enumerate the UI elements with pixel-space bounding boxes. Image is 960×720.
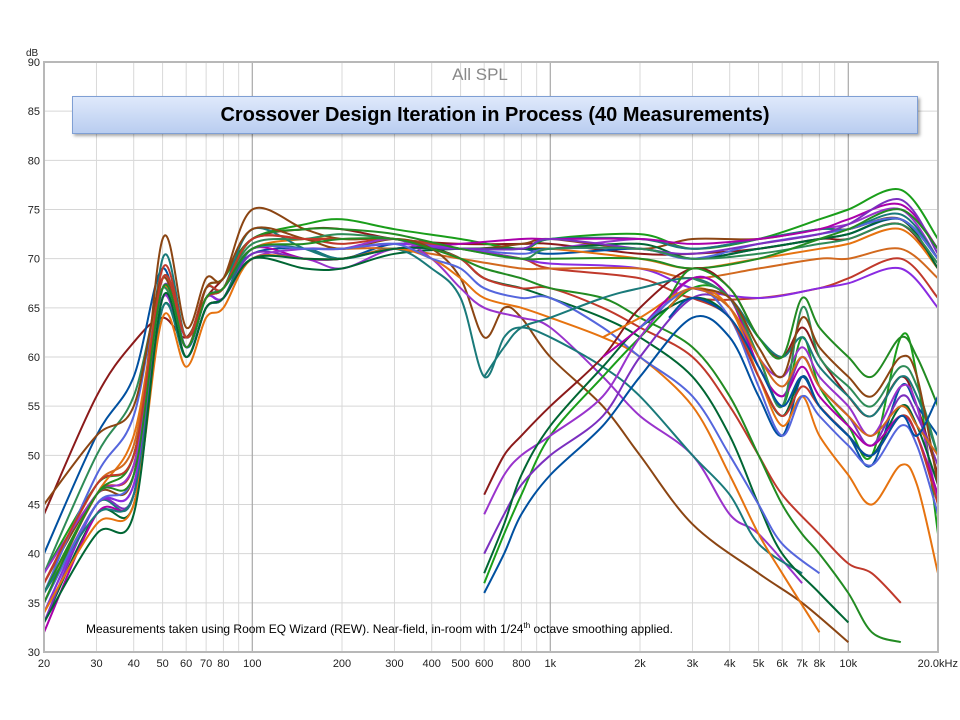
y-tick-label: 70 — [28, 254, 40, 266]
x-tick-label: 1k — [544, 658, 556, 670]
y-tick-labels: 90 85 80 75 70 65 60 55 50 45 40 35 30 — [28, 57, 40, 659]
x-tick-label: 2k — [634, 658, 646, 670]
series-line-high-10 — [639, 287, 939, 515]
x-tick-label: 500 — [451, 658, 469, 670]
x-tick-label: 7k — [796, 658, 808, 670]
x-tick-label: 5k — [753, 658, 765, 670]
y-tick-label: 80 — [28, 155, 40, 167]
x-tick-label: 4k — [724, 658, 736, 670]
y-tick-label: 60 — [28, 352, 40, 364]
series-line-low-3 — [43, 243, 803, 594]
x-tick-label: 80 — [217, 658, 229, 670]
y-tick-label: 75 — [28, 205, 40, 217]
plot-title: All SPL — [452, 65, 508, 84]
y-tick-label: 55 — [28, 401, 40, 413]
caption-superscript: th — [523, 621, 531, 630]
x-tick-label: 300 — [385, 658, 403, 670]
chart-caption: Measurements taken using Room EQ Wizard … — [86, 621, 673, 636]
x-tick-label: 60 — [180, 658, 192, 670]
x-tick-label: 6k — [776, 658, 788, 670]
x-tick-label: 50 — [156, 658, 168, 670]
x-tick-label: 40 — [128, 658, 140, 670]
x-tick-label: 400 — [423, 658, 441, 670]
plot-frame — [43, 61, 939, 653]
y-tick-label: 40 — [28, 549, 40, 561]
x-tick-label: 30 — [90, 658, 102, 670]
x-tick-label: 800 — [512, 658, 530, 670]
series-line-low-4 — [43, 247, 821, 633]
series-line-high-16 — [668, 297, 939, 457]
y-tick-label: 85 — [28, 106, 40, 118]
series-group — [43, 188, 939, 644]
caption-text-before: Measurements taken using Room EQ Wizard … — [86, 622, 524, 636]
y-axis-unit-label: dB — [26, 48, 39, 59]
x-tick-label: 10k — [839, 658, 857, 670]
series-line-high-11 — [692, 277, 939, 456]
y-tick-label: 90 — [28, 57, 40, 69]
x-tick-label: 200 — [333, 658, 351, 670]
x-tick-labels: 20 30 40 50 60 70 80 100 200 300 400 500 600 800 1k 2k 3… — [38, 658, 939, 670]
y-tick-label: 65 — [28, 303, 40, 315]
y-tick-label: 30 — [28, 647, 40, 659]
x-tick-label: 70 — [200, 658, 212, 670]
x-axis-unit-label: kHz — [939, 658, 958, 670]
x-tick-label: 8k — [814, 658, 826, 670]
series-line-high-15 — [668, 287, 939, 456]
series-line-high-14 — [668, 267, 939, 407]
x-tick-label: 3k — [687, 658, 699, 670]
caption-text-after: octave smoothing applied. — [530, 622, 673, 636]
series-line-low-8 — [43, 237, 902, 644]
y-tick-label: 35 — [28, 598, 40, 610]
x-tick-label: 600 — [475, 658, 493, 670]
y-tick-label: 45 — [28, 500, 40, 512]
y-tick-label: 50 — [28, 450, 40, 462]
chart-title-banner: Crossover Design Iteration in Process (4… — [72, 96, 918, 134]
series-line-high-12 — [692, 287, 939, 485]
x-tick-label: 20.0 — [918, 658, 939, 670]
x-tick-label: 20 — [38, 658, 50, 670]
x-tick-label: 100 — [243, 658, 261, 670]
